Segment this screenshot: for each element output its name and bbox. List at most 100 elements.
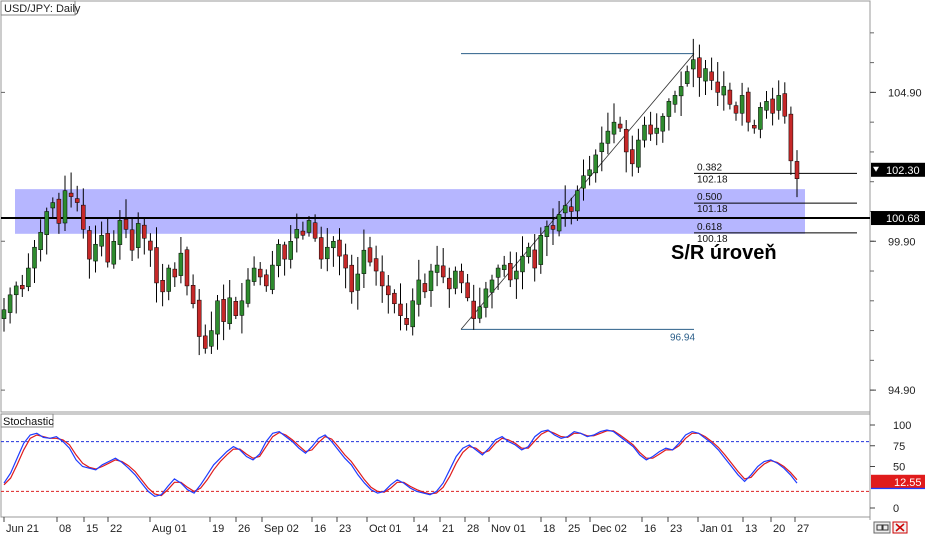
- time-axis-label: Nov 01: [491, 523, 526, 535]
- time-axis-label: 08: [59, 523, 71, 535]
- candle-body: [148, 240, 153, 251]
- candle-body: [203, 335, 208, 349]
- price-tag-label: 102.30: [886, 165, 920, 177]
- candle-body: [20, 284, 25, 290]
- candle-body: [599, 142, 605, 153]
- candle-body: [44, 211, 49, 235]
- candle-body: [471, 300, 476, 319]
- candle-body: [56, 198, 62, 224]
- candle-body: [276, 243, 281, 267]
- candle-body: [160, 279, 165, 293]
- time-axis-label: 21: [442, 523, 454, 535]
- candle-body: [343, 254, 348, 269]
- time-axis-label: 27: [797, 523, 809, 535]
- price-axis-label: 104.90: [888, 87, 922, 99]
- fib-ratio-label: 0.382: [697, 162, 722, 173]
- fib-low-label: 96.94: [670, 332, 695, 343]
- candle-body: [227, 297, 232, 324]
- time-axis-label: 23: [670, 523, 682, 535]
- candle-body: [666, 101, 672, 117]
- candle-body: [501, 264, 507, 270]
- candle-body: [617, 123, 623, 129]
- candle-body: [758, 107, 763, 130]
- candle-body: [733, 105, 739, 114]
- candle-body: [428, 270, 434, 291]
- candle-body: [117, 220, 123, 245]
- price-axis: 104.90 99.90 94.90 102.30 100.68: [1, 32, 925, 397]
- candle-body: [404, 318, 409, 325]
- candle-body: [312, 222, 318, 239]
- candle-body: [392, 292, 397, 305]
- candle-body: [74, 198, 80, 203]
- candle-body: [636, 139, 641, 168]
- price-axis-label: 99.90: [888, 236, 916, 248]
- candle-body: [239, 300, 245, 316]
- candle-body: [642, 124, 647, 141]
- time-axis-label: 19: [212, 523, 224, 535]
- time-axis-label: Sep 02: [264, 523, 299, 535]
- time-axis-label: 22: [110, 523, 122, 535]
- candle-body: [288, 241, 293, 260]
- candle-body: [776, 95, 781, 111]
- candle-body: [544, 226, 550, 237]
- stoch-pane-frame: [0, 413, 871, 518]
- fib-ratio-label: 0.618: [697, 222, 722, 233]
- candle-body: [105, 233, 110, 263]
- time-axis-label: 18: [543, 523, 555, 535]
- candle-body: [593, 154, 598, 174]
- candle-body: [245, 279, 251, 304]
- candle-body: [660, 115, 666, 132]
- candle-body: [715, 81, 720, 93]
- candle-body: [7, 294, 13, 313]
- candle-body: [337, 239, 342, 257]
- candle-body: [306, 220, 312, 233]
- candle-body: [794, 161, 800, 179]
- candle-body: [38, 232, 43, 251]
- price-axis-label: 94.90: [888, 385, 916, 397]
- candle-body: [697, 57, 702, 78]
- candle-body: [764, 101, 769, 111]
- stoch-axis-label: 100: [893, 420, 911, 432]
- time-axis-label: 20: [773, 523, 785, 535]
- candle-body: [508, 263, 513, 281]
- candle-body: [233, 301, 239, 316]
- stoch-title: Stochastic: [3, 416, 54, 428]
- sr-level-label: S/R úroveň: [671, 242, 777, 264]
- candle-body: [81, 204, 86, 230]
- time-axis-label: 13: [745, 523, 757, 535]
- time-axis-label: 23: [339, 523, 351, 535]
- candle-body: [361, 249, 367, 274]
- chart-title-box: [0, 0, 76, 16]
- time-axis-label: Oct 01: [369, 523, 401, 535]
- time-axis-label: Aug 01: [152, 523, 187, 535]
- candle-body: [251, 267, 257, 282]
- fib-ratio-label: 0.500: [697, 192, 722, 203]
- double-pane-icon[interactable]: [873, 521, 891, 534]
- time-axis-label: 26: [238, 523, 250, 535]
- candle-body: [489, 279, 495, 293]
- candle-body: [477, 306, 483, 319]
- time-axis-label: Jan 01: [700, 523, 733, 535]
- candle-body: [514, 270, 519, 280]
- time-axis-label: 16: [314, 523, 326, 535]
- candle-body: [172, 268, 178, 278]
- candle-body: [459, 270, 464, 284]
- price-tag: [871, 162, 925, 177]
- candle-body: [257, 268, 263, 278]
- fib-price-label: 101.18: [697, 204, 728, 215]
- candles-layer: [1, 38, 800, 356]
- candle-body: [709, 71, 714, 81]
- candle-body: [440, 265, 446, 278]
- candle-body: [630, 149, 635, 165]
- stoch-axis-label: 50: [893, 462, 905, 474]
- candle-body: [270, 264, 275, 290]
- stoch-d-line: [3, 430, 798, 497]
- candle-body: [282, 244, 287, 260]
- candle-body: [123, 219, 129, 230]
- support-zone: [15, 189, 805, 234]
- candle-body: [684, 71, 690, 84]
- close-pane-icon[interactable]: [892, 521, 908, 534]
- candle-body: [562, 205, 568, 214]
- candle-body: [196, 299, 202, 337]
